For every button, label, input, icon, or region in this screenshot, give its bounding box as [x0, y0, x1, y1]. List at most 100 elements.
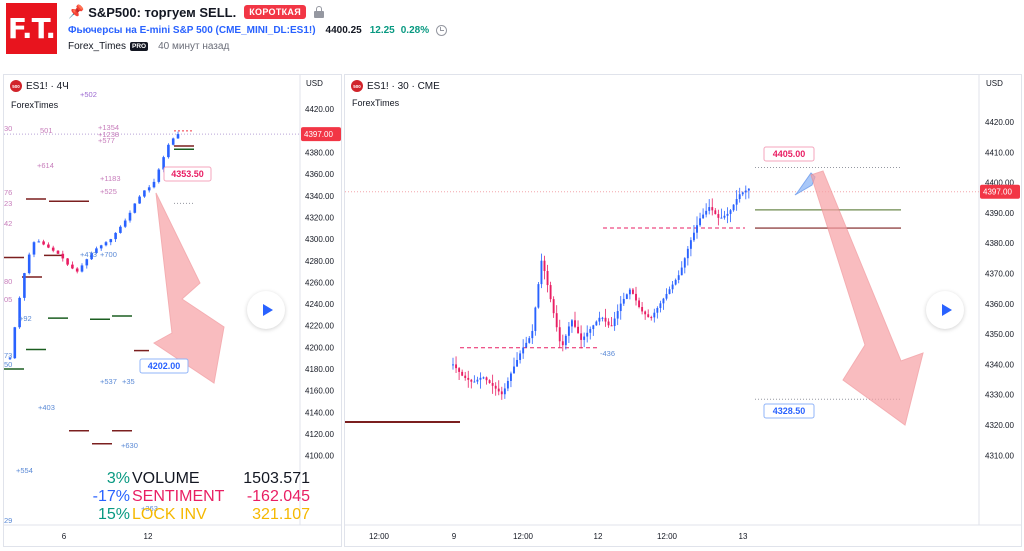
candle-body: [176, 134, 180, 139]
candle-body: [723, 215, 726, 218]
candle-body: [686, 248, 689, 259]
candle-body: [13, 327, 17, 359]
lock-icon: [313, 6, 324, 18]
candle-body: [689, 240, 692, 249]
current-price-label: 4397.00: [983, 188, 1012, 197]
x-tick-label: 13: [739, 532, 748, 541]
trade-annotation: 50: [4, 360, 12, 369]
candle-body: [152, 181, 156, 188]
x-tick-label: 9: [452, 532, 457, 541]
candle-body: [567, 326, 570, 336]
chart-canvas-4h[interactable]: 4420.004400.004380.004360.004340.004320.…: [4, 75, 342, 547]
candle-body: [702, 214, 705, 219]
axis-unit-30m[interactable]: USD: [986, 79, 1003, 88]
y-tick-label: 4360.00: [985, 300, 1014, 309]
y-tick-label: 4340.00: [985, 360, 1014, 369]
candle-body: [461, 371, 464, 376]
pane-header-30m: 500 ES1! · 30 · CME: [351, 80, 440, 92]
y-tick-label: 4320.00: [305, 213, 334, 222]
candle-body: [665, 293, 668, 299]
y-tick-label: 4330.00: [985, 391, 1014, 400]
stat-label: SENTIMENT: [132, 488, 225, 505]
candle-body: [162, 157, 165, 170]
idea-title: S&P500: торгуем SELL.: [88, 4, 237, 20]
candle-body: [470, 379, 473, 382]
candle-body: [491, 382, 494, 386]
es-symbol-icon: 500: [351, 80, 363, 92]
pane-symbol-4h[interactable]: ES1! · 4Ч: [26, 80, 69, 92]
short-arrow: [153, 192, 225, 384]
candle-body: [500, 391, 503, 395]
target-label: 4328.50: [773, 406, 806, 416]
trade-annotation: +537: [100, 377, 117, 386]
candle-body: [458, 368, 461, 372]
chart-pane-30m[interactable]: 4420.00 4410.00 4400.00 4390.00 4380.00 4370.…: [344, 74, 1022, 547]
candle-body: [128, 212, 132, 221]
trade-annotation: +363: [141, 504, 158, 513]
stats-row: 3% VOLUME 1503.571: [84, 470, 310, 488]
pane-symbol-30m[interactable]: ES1! · 30 · CME: [367, 80, 440, 92]
candle-body: [622, 298, 625, 304]
ft-logo[interactable]: F.T.: [6, 3, 57, 54]
candle-body: [531, 330, 534, 339]
candle-body: [708, 207, 711, 211]
y-tick-label: 4180.00: [305, 365, 334, 374]
trade-annotation: +92: [19, 314, 32, 323]
candle-body: [61, 253, 65, 259]
stat-percent: 3%: [106, 470, 130, 487]
candle-body: [47, 244, 50, 248]
candle-body: [583, 336, 586, 340]
trade-annotation: 29: [4, 516, 12, 525]
y-tick-label: 4370.00: [985, 270, 1014, 279]
entry-label-box: [163, 166, 212, 182]
candle-body: [677, 275, 680, 280]
symbol-link[interactable]: Фьючерсы на E-mini S&P 500 (CME_MINI_DL:…: [68, 24, 316, 36]
candle-body: [717, 214, 720, 218]
candle-body: [732, 204, 735, 211]
symbol-price: 4400.25: [325, 24, 362, 36]
trade-annotation: +630: [121, 441, 138, 450]
candle-body: [619, 303, 622, 312]
play-button-4h[interactable]: [247, 291, 285, 329]
trade-annotation: 76: [4, 188, 12, 197]
candle-body: [543, 260, 546, 272]
entry-label-box: [763, 146, 815, 162]
stat-label: VOLUME: [132, 470, 200, 487]
candle-body: [546, 271, 549, 286]
candle-body: [574, 320, 576, 327]
candle-body: [564, 335, 567, 346]
axis-unit-4h[interactable]: USD: [306, 79, 323, 88]
candle-body: [157, 169, 161, 182]
current-price-marker: [980, 184, 1020, 199]
candle-body: [632, 289, 634, 294]
candle-body: [455, 364, 457, 369]
alarm-clock-icon[interactable]: [436, 24, 448, 36]
chart-pane-4h[interactable]: 4420.004400.004380.004360.004340.004320.…: [3, 74, 342, 547]
trade-annotation: +1354: [98, 123, 119, 132]
candle-body: [513, 366, 515, 374]
candle-body: [104, 242, 108, 246]
candle-body: [488, 380, 491, 383]
pane-author-30m: ForexTimes: [352, 98, 400, 108]
candle-body: [476, 379, 479, 382]
y-tick-label: 4220.00: [305, 322, 334, 331]
symbol-row: Фьючерсы на E-mini S&P 500 (CME_MINI_DL:…: [68, 23, 448, 37]
candle-body: [641, 307, 644, 312]
candle-body: [644, 311, 647, 315]
candle-body: [452, 364, 454, 366]
stats-panel: 3% VOLUME 1503.571 -17% SENTIMENT -162.045 15%…: [84, 470, 310, 524]
candle-body: [726, 213, 729, 216]
y-tick-label: 4400.00: [985, 179, 1014, 188]
x-tick-label: 6: [62, 532, 67, 541]
trade-annotation: +502: [80, 90, 97, 99]
candle-body: [528, 338, 531, 343]
candle-body: [119, 226, 122, 233]
chart-canvas-30m[interactable]: 4420.00 4410.00 4400.00 4390.00 4380.00 4370.…: [345, 75, 1022, 547]
candle-body: [510, 373, 512, 381]
candle-body: [27, 254, 31, 274]
author-link[interactable]: Forex_Times: [68, 41, 126, 52]
play-button-30m[interactable]: [926, 291, 964, 329]
candle-body: [720, 217, 723, 219]
candle-body: [561, 341, 564, 346]
candle-body: [18, 297, 21, 328]
